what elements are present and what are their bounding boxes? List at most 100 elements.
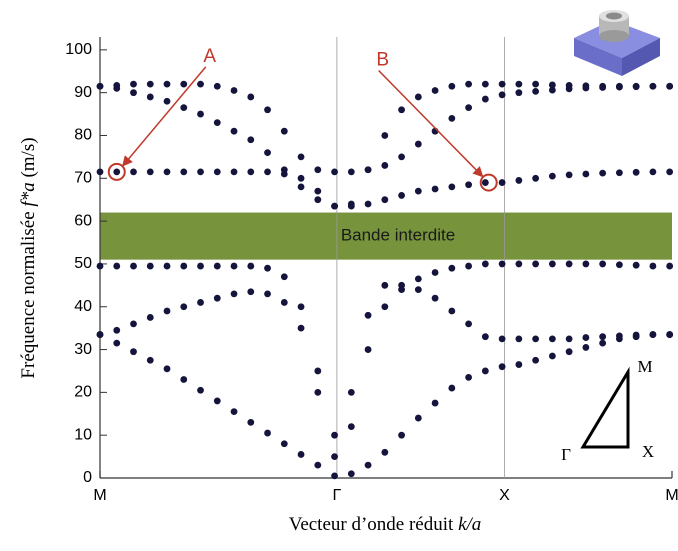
inset-triangle bbox=[580, 366, 630, 449]
data-point bbox=[431, 185, 439, 193]
data-point bbox=[414, 93, 422, 101]
y-axis-label-text: Fréquence normalisée bbox=[18, 207, 39, 379]
data-point bbox=[414, 414, 422, 422]
data-point bbox=[297, 451, 305, 458]
data-point bbox=[280, 170, 288, 178]
data-point bbox=[431, 294, 439, 302]
data-point bbox=[431, 269, 439, 276]
data-point bbox=[130, 348, 137, 356]
data-point bbox=[582, 260, 590, 268]
data-point bbox=[197, 168, 204, 176]
data-point bbox=[548, 352, 556, 360]
data-point bbox=[213, 294, 221, 302]
data-point bbox=[414, 140, 422, 148]
data-point bbox=[280, 273, 288, 281]
data-point bbox=[515, 260, 523, 268]
y-tick-label: 50 bbox=[74, 255, 92, 272]
data-point bbox=[297, 303, 305, 311]
x-axis-label-var: k/a bbox=[458, 514, 481, 535]
data-point bbox=[213, 168, 221, 176]
data-point bbox=[264, 106, 271, 114]
data-point bbox=[197, 80, 204, 88]
data-point bbox=[180, 262, 188, 270]
data-point bbox=[498, 80, 506, 88]
data-point bbox=[347, 470, 355, 478]
data-point bbox=[130, 168, 137, 176]
data-point bbox=[364, 311, 372, 319]
data-point bbox=[264, 429, 271, 437]
data-point bbox=[666, 262, 674, 270]
band-gap-label: Bande interdite bbox=[341, 226, 455, 245]
data-point bbox=[565, 81, 573, 89]
data-point bbox=[331, 453, 338, 460]
y-axis-label-unit: (m/s) bbox=[18, 137, 39, 182]
data-point bbox=[498, 260, 506, 268]
data-point bbox=[398, 106, 405, 114]
inset-label: M bbox=[637, 357, 652, 376]
data-point bbox=[146, 168, 154, 176]
data-point bbox=[297, 174, 305, 182]
data-point bbox=[364, 166, 372, 174]
data-point bbox=[247, 93, 255, 101]
data-point bbox=[548, 260, 556, 268]
data-point bbox=[632, 168, 640, 176]
data-point bbox=[431, 399, 439, 407]
data-point bbox=[398, 153, 405, 161]
data-point bbox=[615, 261, 623, 269]
data-point bbox=[599, 339, 607, 347]
data-point bbox=[213, 119, 221, 127]
data-point bbox=[247, 262, 255, 270]
data-point bbox=[264, 168, 271, 176]
data-point bbox=[230, 168, 238, 176]
data-point bbox=[666, 82, 674, 90]
data-point bbox=[180, 80, 188, 88]
data-point bbox=[180, 303, 188, 311]
data-point bbox=[515, 80, 523, 88]
annotation-label: B bbox=[376, 50, 389, 71]
data-point bbox=[398, 286, 405, 294]
annotation-arrow bbox=[378, 70, 484, 178]
data-point bbox=[649, 262, 657, 270]
data-point bbox=[146, 314, 154, 321]
data-point bbox=[113, 168, 121, 176]
data-point bbox=[532, 87, 540, 95]
y-tick-label: 70 bbox=[74, 170, 92, 187]
data-point bbox=[280, 127, 288, 135]
y-axis-label: Fréquence normalisée f*a (m/s) bbox=[18, 137, 39, 378]
data-point bbox=[649, 331, 657, 338]
data-point bbox=[197, 299, 204, 306]
y-tick-label: 10 bbox=[74, 426, 92, 443]
data-point bbox=[364, 461, 372, 469]
data-point bbox=[548, 81, 556, 89]
data-point bbox=[163, 97, 171, 105]
data-point bbox=[314, 196, 322, 204]
data-point bbox=[314, 166, 322, 174]
data-point bbox=[331, 472, 338, 480]
data-point bbox=[498, 91, 506, 99]
data-point bbox=[113, 84, 121, 92]
data-point bbox=[96, 331, 104, 338]
data-point bbox=[565, 335, 573, 343]
data-point bbox=[264, 290, 271, 298]
y-tick-label: 40 bbox=[74, 298, 92, 315]
data-point bbox=[481, 95, 489, 103]
data-point bbox=[130, 80, 137, 88]
inset-label: X bbox=[642, 442, 654, 461]
data-point bbox=[532, 260, 540, 268]
data-point bbox=[264, 264, 271, 272]
x-axis-label: Vecteur d’onde réduit k/a bbox=[289, 514, 482, 535]
data-point bbox=[548, 172, 556, 180]
data-point bbox=[297, 153, 305, 161]
data-point bbox=[146, 80, 154, 88]
annotation-label: A bbox=[203, 46, 216, 67]
data-point bbox=[515, 361, 523, 368]
annotation-arrow bbox=[122, 66, 207, 167]
annotation-circle bbox=[107, 162, 126, 181]
data-point bbox=[146, 93, 154, 101]
data-point bbox=[465, 104, 472, 112]
data-point bbox=[180, 376, 188, 383]
data-point bbox=[163, 80, 171, 88]
inset-label: Γ bbox=[561, 445, 571, 464]
data-point bbox=[599, 260, 607, 268]
data-point bbox=[247, 168, 255, 176]
